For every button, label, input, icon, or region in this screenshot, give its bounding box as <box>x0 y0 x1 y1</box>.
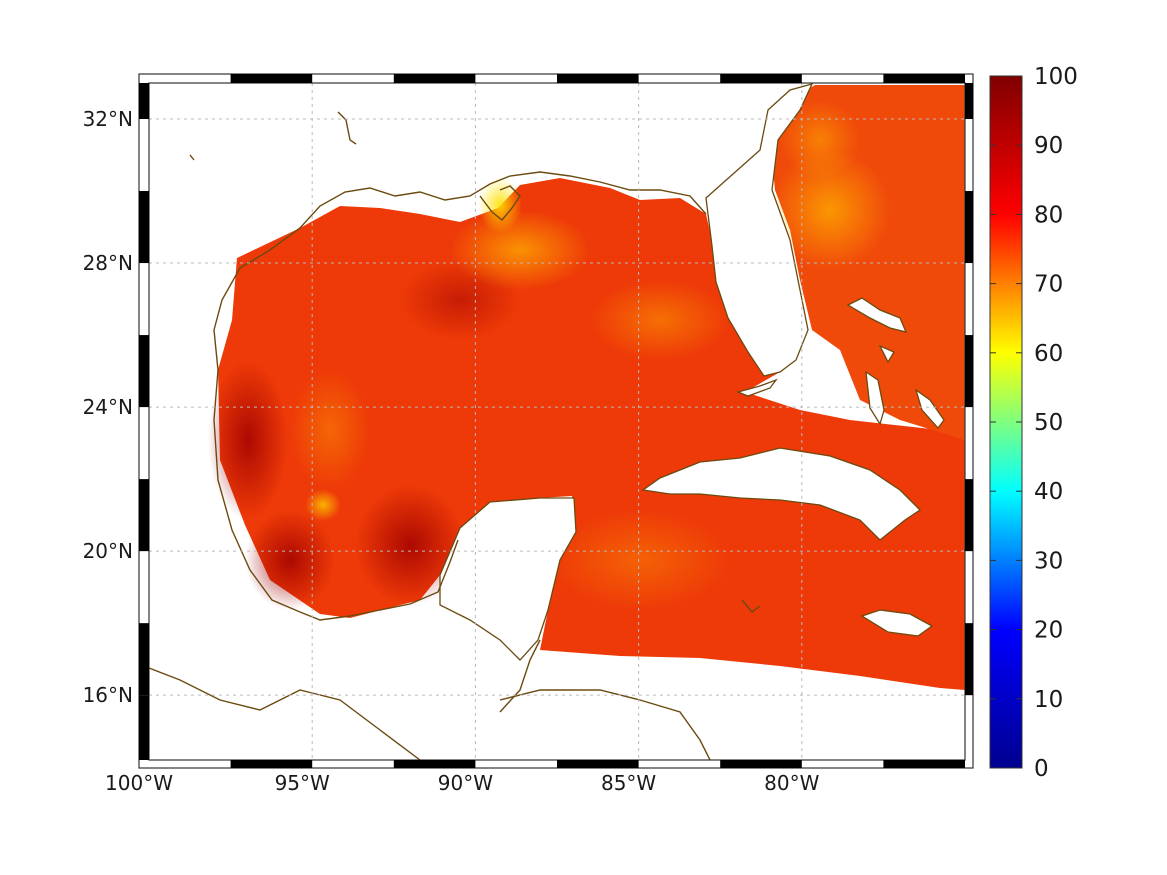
frame-seg-bottom <box>720 760 802 768</box>
frame-seg-left <box>139 623 149 696</box>
coast-mexico <box>213 369 459 621</box>
field-hot-campeche <box>355 485 465 605</box>
y-tick-label-3: 28°N <box>83 251 133 275</box>
frame-seg-left <box>139 335 149 408</box>
field-warm-eddy <box>305 489 341 521</box>
frame-seg-top <box>393 74 476 83</box>
colorbar-label-4: 40 <box>1034 479 1063 505</box>
coast-bits-3 <box>741 599 761 613</box>
coast-belize <box>499 639 541 713</box>
x-tick-label-0: 100°W <box>105 771 173 795</box>
frame-seg-left <box>139 479 149 552</box>
field-warm-delta <box>450 210 590 290</box>
frame-seg-right <box>965 83 973 120</box>
land-florida <box>705 83 814 377</box>
frame-seg-bottom <box>393 760 476 768</box>
colorbar-label-10: 100 <box>1034 64 1078 90</box>
coastlines <box>149 111 761 760</box>
coast-bits-2 <box>189 154 195 161</box>
frame-seg-top <box>720 74 802 83</box>
x-tick-label-2: 90°W <box>438 771 493 795</box>
map-frame <box>138 73 974 769</box>
frame-seg-top <box>557 74 639 83</box>
field-warm-atlantic <box>770 150 890 270</box>
colorbar-label-9: 90 <box>1034 133 1063 159</box>
frame-seg-top <box>883 74 965 83</box>
frame-seg-right <box>965 191 973 264</box>
frame-seg-bottom <box>883 760 965 768</box>
frame-seg-right <box>965 623 973 696</box>
y-tick-label-0: 16°N <box>83 683 133 707</box>
x-tick-label-4: 80°W <box>764 771 819 795</box>
colorbar-label-5: 50 <box>1034 410 1063 436</box>
colorbar-label-7: 70 <box>1034 272 1063 298</box>
y-axis-labels: 16°N 20°N 24°N 28°N 32°N <box>83 107 133 707</box>
frame-seg-left <box>139 191 149 264</box>
frame-seg-left <box>139 695 149 760</box>
colorbar-label-2: 20 <box>1034 618 1063 644</box>
coast-central-america <box>149 667 421 760</box>
frame-seg-right <box>965 479 973 552</box>
frame-seg-right <box>965 335 973 408</box>
colorbar-label-1: 10 <box>1034 687 1063 713</box>
map-panel <box>138 73 974 769</box>
colorbar-label-0: 0 <box>1034 756 1049 782</box>
gridlines <box>149 83 965 760</box>
field-yellow-delta <box>478 177 522 233</box>
frame-seg-left <box>139 83 149 120</box>
land-features <box>439 83 945 661</box>
field-warm-florida-shelf <box>590 280 730 360</box>
coast-bits-1 <box>337 111 357 145</box>
x-tick-label-3: 85°W <box>601 771 656 795</box>
field-warm-westgulf <box>290 370 370 490</box>
land-cuba <box>641 447 922 541</box>
colorbar-label-3: 30 <box>1034 548 1063 574</box>
coast-delta <box>479 185 521 221</box>
data-field <box>208 85 965 690</box>
coast-gulf-north-west <box>213 171 707 371</box>
colorbar-label-6: 60 <box>1034 341 1063 367</box>
field-hot-west <box>208 360 288 520</box>
frame-seg-top <box>230 74 313 83</box>
y-tick-label-2: 24°N <box>83 395 133 419</box>
x-axis-labels: 100°W 95°W 90°W 85°W 80°W <box>105 771 820 795</box>
field-warm-atlantic2 <box>780 100 860 180</box>
frame-seg-bottom <box>230 760 313 768</box>
x-tick-label-1: 95°W <box>275 771 330 795</box>
colorbar: 0 10 20 30 40 50 60 70 80 90 100 <box>989 64 1078 782</box>
coast-honduras <box>499 689 711 760</box>
land-bahamas-2 <box>865 370 885 426</box>
y-tick-label-1: 20°N <box>83 539 133 563</box>
colorbar-label-8: 80 <box>1034 202 1063 228</box>
land-jamaica <box>860 609 934 637</box>
colorbar-ticks: 0 10 20 30 40 50 60 70 80 90 100 <box>990 64 1078 782</box>
land-keys <box>735 378 778 397</box>
land-bahamas-1 <box>846 297 908 333</box>
land-yucatan <box>439 497 577 661</box>
field-warm-caribbean <box>550 510 730 610</box>
frame-checker <box>139 74 973 768</box>
land-bahamas-4 <box>878 344 895 364</box>
frame-seg-bottom <box>557 760 639 768</box>
field-hot-mexico <box>245 510 335 610</box>
y-tick-label-4: 32°N <box>83 107 133 131</box>
